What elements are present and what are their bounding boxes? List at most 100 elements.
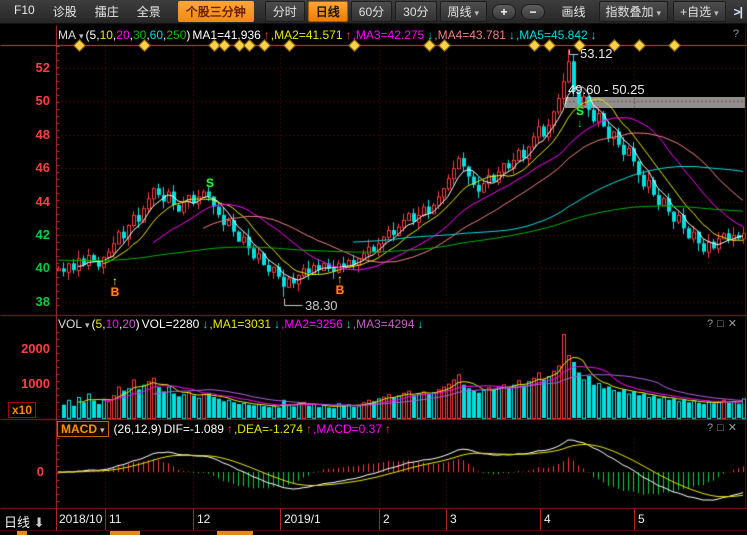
timeline-label: 5 bbox=[638, 512, 645, 526]
trend-down-icon: ↓ bbox=[508, 28, 515, 42]
timeline-separator bbox=[105, 509, 106, 530]
zoom-in-button[interactable]: + bbox=[492, 3, 517, 20]
trend-up-icon: ↑ bbox=[305, 422, 312, 436]
period-high-label: 53.12 bbox=[580, 46, 613, 61]
volume-indicator-header: VOL ▾ (5,10,20) VOL=2280 ↓,MA1=3031 ↓,MA2=325… bbox=[58, 317, 425, 331]
indicator-value: ,MACD=0.37 bbox=[312, 422, 383, 436]
macd-zero-label: 0 bbox=[36, 464, 44, 479]
close-icon[interactable]: ✕ bbox=[727, 422, 741, 434]
chevron-down-icon: ▾ bbox=[79, 31, 84, 41]
menu-item-1[interactable]: 诊股 bbox=[52, 5, 77, 19]
indicator-param: 10 bbox=[105, 317, 119, 331]
timeline-label: 4 bbox=[544, 512, 551, 526]
timeline-label: 11 bbox=[109, 512, 122, 526]
timeline-separator bbox=[446, 509, 447, 530]
trend-down-icon: ↓ bbox=[274, 317, 281, 331]
price-axis-label: 46 bbox=[35, 160, 50, 176]
timeline-separator bbox=[540, 509, 541, 530]
menu-item-2[interactable]: 擂庄 bbox=[94, 5, 119, 19]
buy-marker: B bbox=[335, 282, 345, 297]
indicator-param: 10 bbox=[99, 28, 113, 42]
sell-marker: S bbox=[205, 176, 214, 191]
buy-arrow-icon: ↑ bbox=[337, 271, 343, 286]
macd-params: (26,12,9) bbox=[113, 422, 162, 436]
indicator-params: (5,10,20) bbox=[91, 317, 140, 331]
period-tab-1[interactable]: 日线 bbox=[307, 1, 348, 22]
sell-marker: S bbox=[575, 104, 584, 119]
price-axis-label: 48 bbox=[35, 126, 50, 142]
indicator-param: 20 bbox=[116, 28, 130, 42]
add-watchlist-dropdown[interactable]: +自选 ▾ bbox=[673, 1, 726, 22]
chevron-down-icon: ▾ bbox=[474, 8, 480, 18]
price-axis-label: 38 bbox=[35, 293, 50, 309]
ma-dropdown[interactable]: MA ▾ bbox=[58, 28, 84, 42]
sell-arrow-icon: ↓ bbox=[577, 116, 583, 131]
trend-up-icon: ↑ bbox=[385, 422, 392, 436]
zoom-out-button[interactable]: − bbox=[521, 3, 546, 20]
indicator-param: 5 bbox=[95, 317, 103, 331]
chevron-down-icon: ▾ bbox=[656, 8, 662, 18]
indicator-param: 250 bbox=[166, 28, 187, 42]
price-pane-help-icon[interactable]: ? bbox=[732, 28, 739, 40]
macd-indicator-header: MACD ▾ (26,12,9) DIF=-1.089 ↑ ,DEA=-1.274 ↑ ,M… bbox=[57, 421, 392, 437]
volume-axis-label: 2000 bbox=[21, 341, 50, 356]
volume-pane-window-icons[interactable]: ?□✕ bbox=[707, 317, 741, 330]
scroll-strip-segment[interactable] bbox=[110, 531, 140, 535]
trend-down-icon: ↓ bbox=[590, 28, 597, 42]
stock-3min-button[interactable]: 个股三分钟 bbox=[177, 1, 254, 22]
price-axis-label: 40 bbox=[35, 260, 50, 276]
timeline-label: 2019/1 bbox=[284, 512, 321, 526]
trend-up-icon: ↑ bbox=[263, 28, 270, 42]
help-icon[interactable]: ? bbox=[707, 422, 718, 434]
trend-up-icon: ↑ bbox=[226, 422, 233, 436]
ma-indicator-header: MA ▾ (5,10,20,30,60,250) MA1=41.936 ↑,MA2=41… bbox=[58, 28, 598, 42]
chevron-down-icon: ▾ bbox=[714, 8, 719, 18]
scroll-strip-segment[interactable] bbox=[17, 531, 27, 535]
indicator-value: DIF=-1.089 bbox=[163, 422, 224, 436]
sell-arrow-icon: ↓ bbox=[207, 188, 213, 203]
indicator-value: VOL=2280 bbox=[141, 317, 200, 331]
help-icon[interactable]: ? bbox=[707, 318, 718, 330]
trend-down-icon: ↓ bbox=[345, 317, 352, 331]
maximize-icon[interactable]: □ bbox=[717, 422, 728, 434]
period-tab-2[interactable]: 60分 bbox=[350, 1, 393, 22]
scroll-strip-segment[interactable] bbox=[217, 531, 253, 535]
period-tab-3[interactable]: 30分 bbox=[395, 1, 437, 22]
price-axis-label: 44 bbox=[35, 193, 50, 209]
timeline-label: 12 bbox=[197, 512, 211, 526]
timeline-separator bbox=[634, 509, 635, 530]
timeline-label: 3 bbox=[450, 512, 457, 526]
period-tab-4[interactable]: 周线 ▾ bbox=[439, 1, 488, 22]
chevron-down-icon: ▾ bbox=[85, 320, 90, 330]
arrow-down-icon: ⬇ bbox=[33, 515, 45, 530]
collapse-panel-icon[interactable]: >| bbox=[733, 4, 743, 19]
vol-dropdown[interactable]: VOL ▾ bbox=[58, 317, 90, 331]
menu-item-0[interactable]: F10 bbox=[14, 3, 35, 17]
close-icon[interactable]: ✕ bbox=[727, 318, 741, 330]
volume-axis-label: 1000 bbox=[21, 376, 50, 391]
index-overlay-dropdown[interactable]: 指数叠加 ▾ bbox=[598, 1, 669, 22]
timeline-label: 2018/10 bbox=[59, 512, 103, 526]
macd-pane-window-icons[interactable]: ?□✕ bbox=[707, 421, 741, 434]
trend-down-icon: ↓ bbox=[202, 317, 209, 331]
trend-down-icon: ↓ bbox=[427, 28, 434, 42]
chevron-down-icon: ▾ bbox=[100, 425, 105, 435]
draw-line-button[interactable]: 画线 bbox=[561, 5, 586, 19]
menu-item-3[interactable]: 全景 bbox=[136, 5, 161, 19]
timeline-separator bbox=[280, 509, 281, 530]
period-indicator[interactable]: 日线 ⬇ bbox=[4, 512, 45, 531]
macd-dropdown[interactable]: MACD ▾ bbox=[57, 421, 109, 437]
indicator-value: ,MA1=3031 bbox=[209, 317, 272, 331]
timeline-separator bbox=[193, 509, 194, 530]
period-low-label: 38.30 bbox=[305, 298, 338, 313]
maximize-icon[interactable]: □ bbox=[717, 318, 728, 330]
indicator-param: 20 bbox=[122, 317, 136, 331]
indicator-value: ,DEA=-1.274 bbox=[233, 422, 303, 436]
buy-arrow-icon: ↑ bbox=[112, 274, 118, 289]
indicator-param: 30 bbox=[132, 28, 147, 42]
indicator-value: ,MA2=3256 bbox=[281, 317, 343, 331]
gap-range-label: 49.60 - 50.25 bbox=[568, 82, 645, 97]
indicator-params: (5,10,20,30,60,250) bbox=[85, 28, 191, 42]
period-tab-0[interactable]: 分时 bbox=[264, 1, 305, 22]
